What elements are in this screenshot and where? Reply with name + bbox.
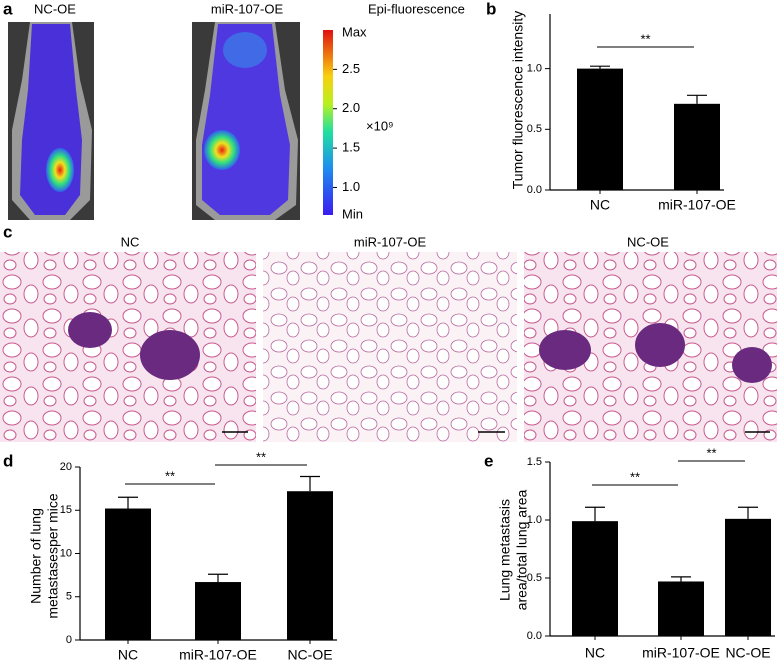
- colorbar-max: Max: [342, 24, 367, 39]
- colorbar-tick-label: 2.5: [342, 61, 360, 76]
- y-axis-label: Tumor fluorescence intensity: [510, 11, 526, 189]
- y-tick-label: 0.0: [527, 630, 542, 642]
- significance-label: **: [165, 468, 175, 483]
- image-label: NC: [121, 234, 140, 249]
- image-label: NC-OE: [627, 234, 669, 249]
- colorbar-multiplier: ×10⁹: [366, 118, 394, 133]
- colorbar: [323, 30, 333, 215]
- y-tick-label: 15: [60, 504, 72, 516]
- bar: [287, 491, 333, 640]
- panel-label: e: [484, 451, 493, 470]
- y-axis-label: Lung metastasis: [497, 499, 513, 601]
- histology-image: [0, 252, 256, 442]
- histology-image: [524, 252, 777, 442]
- bar: [674, 103, 720, 190]
- y-axis-label: metastasesper mice: [45, 493, 61, 618]
- bar: [725, 518, 771, 636]
- image-label: miR-107-OE: [211, 1, 284, 16]
- panel-label: b: [486, 0, 496, 18]
- y-tick-label: 1.0: [527, 514, 542, 526]
- y-tick-label: 0.5: [527, 572, 542, 584]
- x-tick-label: miR-107-OE: [179, 647, 257, 663]
- bar: [577, 68, 623, 190]
- panel-label: c: [3, 222, 12, 241]
- bar: [195, 582, 241, 640]
- x-tick-label: NC: [590, 197, 610, 213]
- x-tick-label: NC-OE: [287, 647, 332, 663]
- colorbar-tick-label: 1.5: [342, 140, 360, 155]
- colorbar-tick-label: 2.0: [342, 100, 360, 115]
- bar: [105, 508, 151, 640]
- significance-label: **: [630, 469, 640, 484]
- colorbar-tick-label: 1.0: [342, 179, 360, 194]
- bar: [572, 521, 618, 636]
- colorbar-min: Min: [342, 206, 363, 221]
- y-tick-label: 1.0: [527, 63, 542, 75]
- x-tick-label: NC: [585, 645, 605, 661]
- y-tick-label: 1.5: [527, 456, 542, 468]
- x-tick-label: miR-107-OE: [642, 645, 720, 661]
- x-tick-label: miR-107-OE: [658, 197, 736, 213]
- mouse-image: [8, 22, 94, 220]
- significance-label: **: [256, 449, 266, 464]
- bar: [658, 581, 704, 636]
- y-tick-label: 5: [66, 591, 72, 603]
- y-axis-label: area/total lung area: [514, 489, 530, 610]
- significance-label: **: [706, 445, 716, 460]
- image-label: miR-107-OE: [354, 234, 427, 249]
- y-tick-label: 0.0: [527, 184, 542, 196]
- x-tick-label: NC: [118, 647, 138, 663]
- y-tick-label: 10: [60, 547, 72, 559]
- y-axis-label: Number of lung: [28, 508, 44, 604]
- histology-image: [263, 252, 517, 442]
- panel-label: d: [3, 451, 13, 470]
- x-tick-label: NC-OE: [725, 645, 770, 661]
- y-tick-label: 0: [66, 634, 72, 646]
- significance-label: **: [640, 31, 650, 46]
- colorbar-title: Epi-fluorescence: [368, 1, 465, 16]
- panel-label: a: [3, 0, 13, 18]
- mouse-image: [192, 22, 300, 220]
- image-label: NC-OE: [34, 1, 76, 16]
- y-tick-label: 0.5: [527, 123, 542, 135]
- y-tick-label: 20: [60, 461, 72, 473]
